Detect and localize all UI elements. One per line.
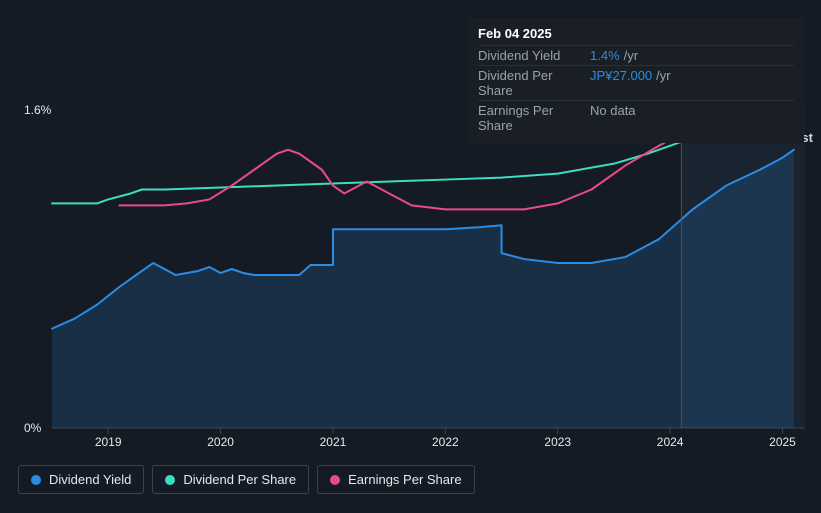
x-tick-label: 2025 (769, 435, 796, 449)
tooltip-row-label: Dividend Yield (478, 48, 590, 63)
tooltip-row-value: 1.4% (590, 48, 620, 63)
tooltip-date: Feb 04 2025 (478, 26, 794, 41)
tooltip-row-unit: /yr (624, 48, 638, 63)
tooltip-row-nodata: No data (590, 103, 636, 133)
x-tick-label: 2022 (432, 435, 459, 449)
tooltip-row-unit: /yr (656, 68, 670, 98)
tooltip-row: Dividend Per ShareJP¥27.000/yr (478, 65, 794, 100)
tooltip-row: Earnings Per ShareNo data (478, 100, 794, 135)
tooltip-row-label: Dividend Per Share (478, 68, 590, 98)
y-tick-label: 0% (24, 421, 42, 435)
legend-dot (330, 475, 340, 485)
tooltip-row-label: Earnings Per Share (478, 103, 590, 133)
x-tick-label: 2024 (657, 435, 684, 449)
x-tick-label: 2020 (207, 435, 234, 449)
legend-label: Dividend Yield (49, 472, 131, 487)
legend-label: Dividend Per Share (183, 472, 296, 487)
legend-row: Dividend Yield Dividend Per Share Earnings… (18, 465, 475, 494)
tooltip-row: Dividend Yield1.4% /yr (478, 45, 794, 65)
legend-pill-dividend-yield[interactable]: Dividend Yield (18, 465, 144, 494)
legend-pill-earnings-per-share[interactable]: Earnings Per Share (317, 465, 474, 494)
y-tick-label: 1.6% (24, 103, 52, 117)
legend-dot (165, 475, 175, 485)
legend-label: Earnings Per Share (348, 472, 461, 487)
x-tick-label: 2023 (544, 435, 571, 449)
tooltip: Feb 04 2025 Dividend Yield1.4%/yrDividen… (468, 18, 804, 143)
legend-dot (31, 475, 41, 485)
x-tick-label: 2021 (320, 435, 347, 449)
tooltip-row-value: JP¥27.000 (590, 68, 652, 98)
x-tick-label: 2019 (95, 435, 122, 449)
legend-pill-dividend-per-share[interactable]: Dividend Per Share (152, 465, 309, 494)
